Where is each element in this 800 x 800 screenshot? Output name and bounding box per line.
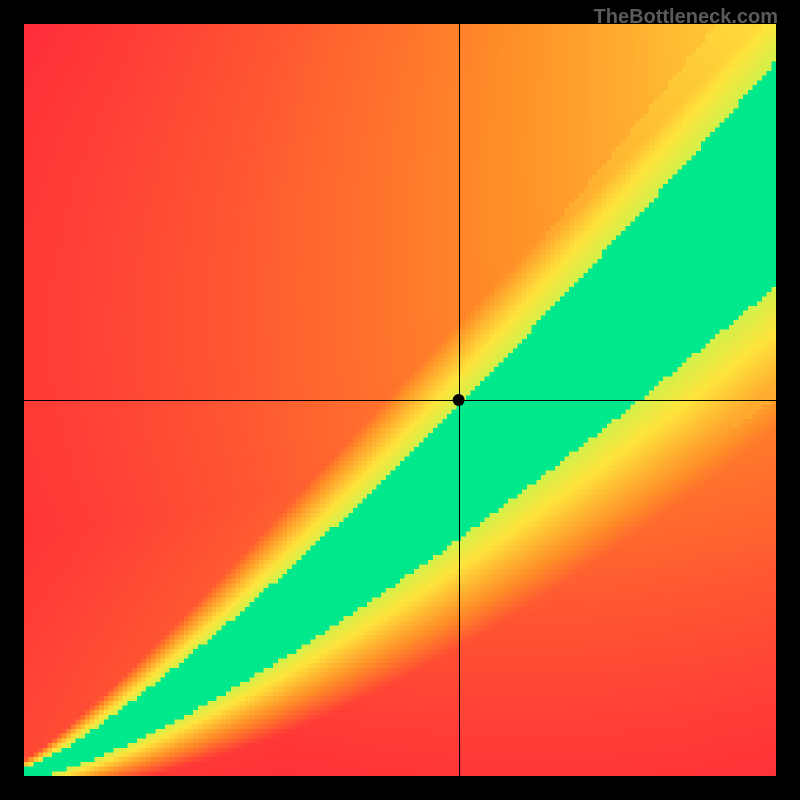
chart-container: { "watermark": { "text": "TheBottleneck.…	[0, 0, 800, 800]
watermark-text: TheBottleneck.com	[594, 6, 778, 29]
overlay-canvas	[24, 24, 776, 776]
